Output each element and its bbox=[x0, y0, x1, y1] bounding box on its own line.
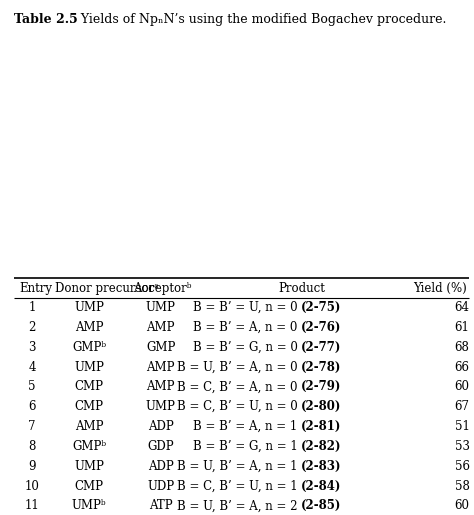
Text: 9: 9 bbox=[28, 460, 36, 473]
Text: Product: Product bbox=[278, 282, 325, 295]
Text: 6: 6 bbox=[28, 400, 36, 413]
Text: 11: 11 bbox=[25, 500, 39, 512]
Text: B = B’ = U, n = 0: B = B’ = U, n = 0 bbox=[193, 301, 301, 314]
Text: B = U, B’ = A, n = 2: B = U, B’ = A, n = 2 bbox=[177, 500, 301, 512]
Text: (2-76): (2-76) bbox=[301, 321, 342, 334]
Text: AMP: AMP bbox=[146, 360, 175, 373]
Text: (2-85): (2-85) bbox=[301, 500, 342, 512]
Text: (2-78): (2-78) bbox=[301, 360, 342, 373]
Text: 4: 4 bbox=[28, 360, 36, 373]
Text: ATP: ATP bbox=[149, 500, 173, 512]
Text: B = C, B’ = U, n = 0: B = C, B’ = U, n = 0 bbox=[177, 400, 301, 413]
Text: B = U, B’ = A, n = 0: B = U, B’ = A, n = 0 bbox=[177, 360, 301, 373]
Text: 5: 5 bbox=[28, 381, 36, 393]
Text: 67: 67 bbox=[455, 400, 470, 413]
Text: 60: 60 bbox=[455, 381, 470, 393]
Text: ADP: ADP bbox=[148, 460, 173, 473]
Text: 68: 68 bbox=[455, 341, 470, 354]
Text: AMP: AMP bbox=[146, 321, 175, 334]
Text: 7: 7 bbox=[28, 420, 36, 433]
Text: 53: 53 bbox=[455, 440, 470, 453]
Text: B = B’ = G, n = 0: B = B’ = G, n = 0 bbox=[192, 341, 301, 354]
Text: (2-83): (2-83) bbox=[301, 460, 342, 473]
Text: 2: 2 bbox=[28, 321, 36, 334]
Text: CMP: CMP bbox=[75, 400, 104, 413]
Text: 64: 64 bbox=[455, 301, 470, 314]
Text: 60: 60 bbox=[455, 500, 470, 512]
Text: (2-75): (2-75) bbox=[301, 301, 342, 314]
Text: Yield (%): Yield (%) bbox=[413, 282, 467, 295]
Text: GDP: GDP bbox=[147, 440, 174, 453]
Text: GMPᵇ: GMPᵇ bbox=[72, 440, 106, 453]
Text: Entry: Entry bbox=[19, 282, 52, 295]
Text: ADP: ADP bbox=[148, 420, 173, 433]
Text: UMP: UMP bbox=[74, 360, 104, 373]
Text: AMP: AMP bbox=[75, 420, 103, 433]
Text: UMP: UMP bbox=[146, 400, 176, 413]
Text: UMP: UMP bbox=[146, 301, 176, 314]
Text: Donor precursorᵃ: Donor precursorᵃ bbox=[55, 282, 158, 295]
Text: B = C, B’ = U, n = 1: B = C, B’ = U, n = 1 bbox=[177, 479, 301, 492]
Text: Table 2.5: Table 2.5 bbox=[14, 13, 78, 26]
Text: 61: 61 bbox=[455, 321, 470, 334]
Text: B = B’ = A, n = 1: B = B’ = A, n = 1 bbox=[193, 420, 301, 433]
Text: 1: 1 bbox=[28, 301, 36, 314]
Text: 58: 58 bbox=[455, 479, 470, 492]
Text: AMP: AMP bbox=[146, 381, 175, 393]
Text: .  Yields of NpₙN’s using the modified Bogachev procedure.: . Yields of NpₙN’s using the modified Bo… bbox=[69, 13, 446, 26]
Text: UMPᵇ: UMPᵇ bbox=[72, 500, 107, 512]
Text: B = B’ = A, n = 0: B = B’ = A, n = 0 bbox=[193, 321, 301, 334]
Text: UMP: UMP bbox=[74, 301, 104, 314]
Text: UDP: UDP bbox=[147, 479, 174, 492]
Text: 56: 56 bbox=[455, 460, 470, 473]
Text: UMP: UMP bbox=[74, 460, 104, 473]
Text: B = U, B’ = A, n = 1: B = U, B’ = A, n = 1 bbox=[177, 460, 301, 473]
Text: GMPᵇ: GMPᵇ bbox=[72, 341, 106, 354]
Text: (2-80): (2-80) bbox=[301, 400, 342, 413]
Text: 51: 51 bbox=[455, 420, 470, 433]
Text: (2-79): (2-79) bbox=[301, 381, 342, 393]
Text: (2-81): (2-81) bbox=[301, 420, 342, 433]
Text: (2-84): (2-84) bbox=[301, 479, 342, 492]
Text: 8: 8 bbox=[28, 440, 36, 453]
Text: 3: 3 bbox=[28, 341, 36, 354]
Text: GMP: GMP bbox=[146, 341, 175, 354]
Text: CMP: CMP bbox=[75, 479, 104, 492]
Text: Acceptorᵇ: Acceptorᵇ bbox=[133, 282, 192, 295]
Text: B = B’ = G, n = 1: B = B’ = G, n = 1 bbox=[193, 440, 301, 453]
Text: CMP: CMP bbox=[75, 381, 104, 393]
Text: 10: 10 bbox=[25, 479, 39, 492]
Text: (2-77): (2-77) bbox=[301, 341, 342, 354]
Text: (2-82): (2-82) bbox=[301, 440, 342, 453]
Text: 66: 66 bbox=[455, 360, 470, 373]
Text: AMP: AMP bbox=[75, 321, 103, 334]
Text: B = C, B’ = A, n = 0: B = C, B’ = A, n = 0 bbox=[177, 381, 301, 393]
